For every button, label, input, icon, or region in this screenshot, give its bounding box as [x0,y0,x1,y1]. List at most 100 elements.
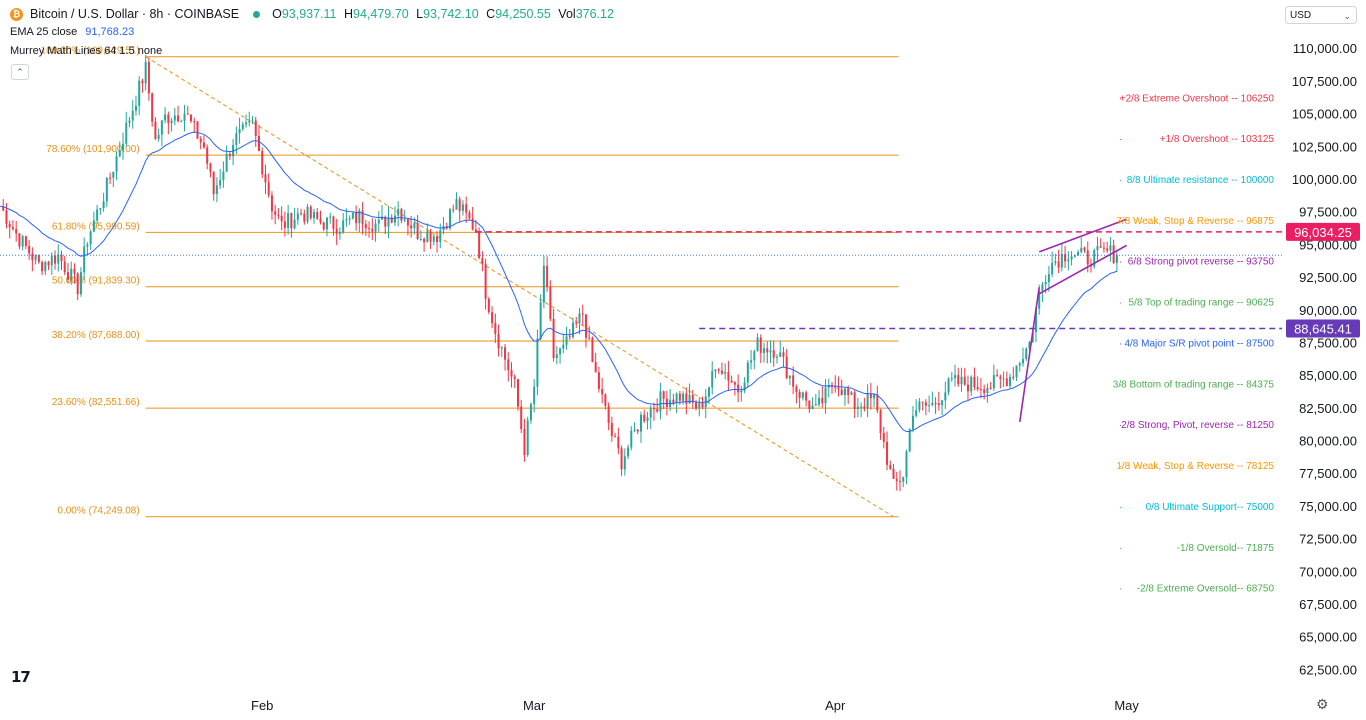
candle-body [562,344,565,349]
candle [118,141,121,158]
candle-body [1096,246,1099,251]
candle [1093,248,1096,269]
candle-body [41,262,44,272]
candle-body [277,214,280,216]
candle-body [824,387,827,404]
candle [523,418,526,462]
candle-body [529,404,532,421]
candle [1005,371,1008,387]
candle [504,344,507,371]
drawings[interactable] [0,218,1282,423]
candle [147,57,150,101]
candle [73,263,76,284]
symbol-title[interactable]: Bitcoin / U.S. Dollar · 8h · COINBASE [30,7,240,21]
candle-body [727,372,730,381]
x-tick-label: Apr [825,698,846,713]
candle-body [886,441,889,465]
ema-legend[interactable]: EMA 25 close 91,768.23 [10,26,134,38]
y-tick-label: 110,000.00 [1293,41,1357,56]
candle-body [753,351,756,361]
candle-body [549,286,552,319]
candle [432,234,435,246]
candle-body [892,468,895,479]
candle-body [526,420,529,456]
candle-body [711,371,714,388]
candle-body [364,224,367,229]
candle [911,406,914,433]
candle [992,364,995,391]
candle [775,354,778,364]
candle-body [309,206,312,219]
candle [70,261,73,285]
candle-body [1028,342,1031,349]
price-axis[interactable]: 112,500.00110,000.00107,500.00105,000.00… [1292,9,1357,678]
collapse-legend-button[interactable]: ⌃ [11,64,29,80]
candle [358,208,361,233]
candle [918,398,921,413]
candle-body [423,238,426,243]
currency-select[interactable]: USD ⌄ [1285,6,1357,24]
symbol-header[interactable]: ₿ Bitcoin / U.S. Dollar · 8h · COINBASE … [10,7,618,21]
candle [814,393,817,406]
murrey-legend[interactable]: Murrey Math Lines 64 1.5 none [10,45,162,57]
candle-body [779,352,782,357]
candle [607,402,610,431]
tradingview-logo[interactable]: 17 [11,668,31,686]
candle [869,382,872,410]
candle-body [847,388,850,396]
candle-body [555,354,558,359]
candle [338,227,341,240]
candle-body [257,136,260,152]
candle-body [979,389,982,391]
candle-body [627,447,630,457]
candle [662,390,665,410]
candle-body [151,93,154,122]
candle-body [338,232,341,234]
murrey-tick: · [1119,502,1122,513]
candle-body [432,236,435,242]
candle-body [769,350,772,353]
candle [617,427,620,455]
candle [34,254,37,265]
candle [1002,371,1005,387]
candle [701,396,704,410]
candle [843,388,846,407]
candle-body [1102,247,1105,249]
candle-body [410,225,413,229]
candle-body [345,219,348,221]
candle-body [37,255,40,263]
fibonacci-retracement[interactable]: 100.00% (109,429.51) 78.60% (101,900.00) 6… [41,46,899,518]
candle [1057,249,1060,274]
candle-body [808,400,811,409]
candle-body [575,322,578,324]
candle [484,258,487,310]
candle-body [154,121,157,139]
candle-body [325,217,328,230]
ohlc-low-key: L [416,7,424,21]
candle-body [581,313,584,315]
candle-body [413,223,416,229]
candle-body [358,210,361,224]
candle [481,251,484,272]
channel-pole-line [1018,287,1040,423]
ohlc-open-key: O [272,7,282,21]
candle-body [516,379,519,407]
candle [808,400,811,414]
candle [960,367,963,392]
ema-value: 91,768.23 [85,26,135,38]
candle-body [957,375,960,385]
time-axis[interactable]: Feb Mar Apr May [251,698,1139,713]
candle-body [193,121,196,123]
murrey-tick: · [1119,461,1122,472]
gear-icon[interactable]: ⚙ [1316,696,1329,712]
ohlc-volume-key: Vol [558,7,576,21]
candle-body [633,429,636,431]
candle-body [368,228,371,230]
fib-level-label: 50.00% (91,839.30) [52,276,140,287]
candle-body [371,228,374,232]
candle-body [381,216,384,220]
candle [623,448,626,476]
candle [151,92,154,127]
candle-body [251,120,254,122]
